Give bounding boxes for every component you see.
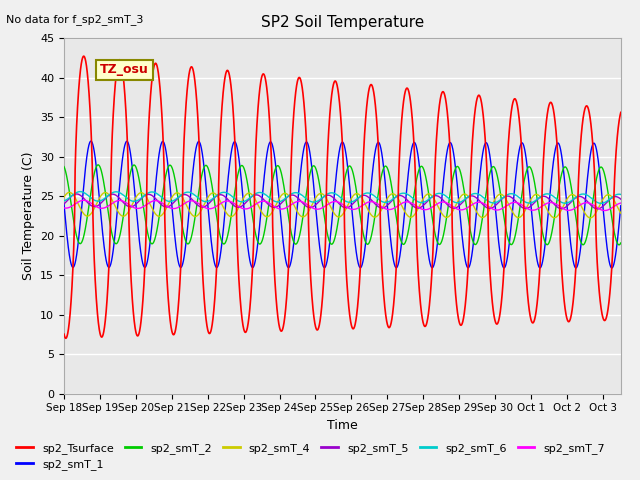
Text: TZ_osu: TZ_osu	[100, 63, 149, 76]
X-axis label: Time: Time	[327, 419, 358, 432]
Y-axis label: Soil Temperature (C): Soil Temperature (C)	[22, 152, 35, 280]
Text: No data for f_sp2_smT_3: No data for f_sp2_smT_3	[6, 14, 144, 25]
Legend: sp2_Tsurface, sp2_smT_1, sp2_smT_2, sp2_smT_4, sp2_smT_5, sp2_smT_6, sp2_smT_7: sp2_Tsurface, sp2_smT_1, sp2_smT_2, sp2_…	[12, 438, 609, 474]
Title: SP2 Soil Temperature: SP2 Soil Temperature	[260, 15, 424, 30]
